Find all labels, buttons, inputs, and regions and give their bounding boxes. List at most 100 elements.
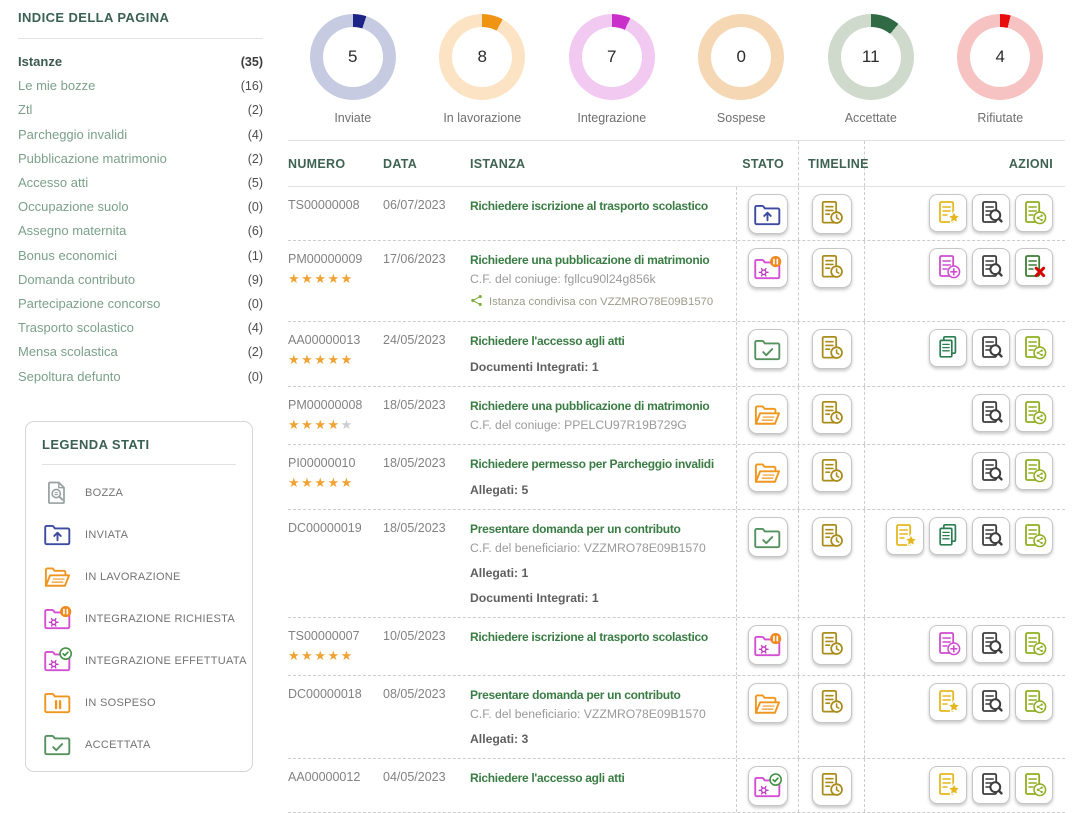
timeline-button[interactable] (811, 248, 852, 288)
action-detail-button[interactable] (972, 248, 1010, 286)
timeline-button[interactable] (811, 329, 852, 369)
numero-cell: DC00000019 (288, 510, 383, 617)
istanza-link[interactable]: Richiedere una pubblicazione di matrimon… (470, 399, 710, 413)
istanza-link[interactable]: Richiedere una pubblicazione di matrimon… (470, 253, 710, 267)
sidebar-item[interactable]: Occupazione suolo (0) (18, 195, 263, 219)
star-filled-icon: ★ (288, 271, 302, 286)
timeline-button[interactable] (811, 194, 852, 234)
legend-item-label: BOZZA (85, 486, 124, 499)
istanza-link[interactable]: Richiedere iscrizione al trasporto scola… (470, 630, 708, 644)
sidebar-item[interactable]: Sepoltura defunto (0) (18, 365, 263, 389)
data-cell: 10/05/2023 (383, 629, 446, 643)
action-duplicate-button[interactable] (929, 329, 967, 367)
istanza-link[interactable]: Richiedere l'accesso agli atti (470, 334, 625, 348)
timeline-button[interactable] (811, 683, 852, 723)
stat-donut[interactable]: 5 Inviate (288, 14, 418, 125)
sidebar-item[interactable]: Mensa scolastica (2) (18, 340, 263, 364)
istanza-link[interactable]: Presentare domanda per un contributo (470, 688, 681, 702)
action-rate-button[interactable] (929, 766, 967, 804)
action-share-button[interactable] (1015, 766, 1053, 804)
action-detail-button[interactable] (972, 766, 1010, 804)
istanza-detail: C.F. del beneficiario: VZZMRO78E09B1570 (470, 707, 706, 721)
legend-item: BOZZA (42, 479, 236, 507)
action-share-button[interactable] (1015, 329, 1053, 367)
timeline-button[interactable] (811, 766, 852, 806)
action-integrate-button[interactable] (929, 625, 967, 663)
action-revoke-share-button[interactable] (1015, 248, 1053, 286)
azioni-cell (865, 187, 1065, 240)
sidebar-item[interactable]: Assegno maternita (6) (18, 219, 263, 243)
istanza-detail: Allegati: 5 (470, 483, 529, 497)
document-magnifier-icon (978, 253, 1004, 282)
document-clock-icon (818, 522, 845, 552)
stat-donut[interactable]: 8 In lavorazione (418, 14, 548, 125)
action-detail-button[interactable] (972, 625, 1010, 663)
integrazione-effettuata-status-icon (747, 766, 788, 806)
istanza-link[interactable]: Presentare domanda per un contributo (470, 522, 681, 536)
action-share-button[interactable] (1015, 517, 1053, 555)
document-clock-icon (818, 457, 845, 487)
sidebar-item[interactable]: Parcheggio invalidi (4) (18, 123, 263, 147)
action-share-button[interactable] (1015, 194, 1053, 232)
istanza-number: PI00000010 (288, 456, 356, 470)
column-header-numero: NUMERO (288, 156, 346, 171)
status-legend-list: BOZZA INVIATA IN LAVORAZIONE INTEGRAZIONE … (42, 479, 246, 759)
document-share-icon (1021, 771, 1047, 800)
timeline-button[interactable] (811, 394, 852, 434)
document-magnifier-icon (978, 688, 1004, 717)
istanza-detail: C.F. del beneficiario: VZZMRO78E09B1570 (470, 541, 706, 555)
action-rate-button[interactable] (929, 194, 967, 232)
istanza-link[interactable]: Richiedere iscrizione al trasporto scola… (470, 199, 708, 213)
action-detail-button[interactable] (972, 329, 1010, 367)
istanza-link[interactable]: Richiedere l'accesso agli atti (470, 771, 625, 785)
sidebar-item[interactable]: Pubblicazione matrimonio (2) (18, 147, 263, 171)
istanza-link[interactable]: Richiedere permesso per Parcheggio inval… (470, 457, 714, 471)
action-share-button[interactable] (1015, 394, 1053, 432)
timeline-button[interactable] (811, 625, 852, 665)
column-header-istanza: ISTANZA (470, 156, 526, 171)
sidebar-item[interactable]: Partecipazione concorso (0) (18, 292, 263, 316)
column-header-stato: STATO (742, 156, 784, 171)
action-detail-button[interactable] (972, 517, 1010, 555)
sidebar-item[interactable]: Istanze (35) (18, 50, 263, 74)
star-filled-icon: ★ (327, 475, 341, 490)
action-rate-button[interactable] (886, 517, 924, 555)
sidebar-item[interactable]: Trasporto scolastico (4) (18, 316, 263, 340)
stat-donut[interactable]: 0 Sospese (677, 14, 807, 125)
sidebar-item[interactable]: Accesso atti (5) (18, 171, 263, 195)
sidebar-item-label: Trasporto scolastico (18, 320, 134, 336)
action-detail-button[interactable] (972, 194, 1010, 232)
table-row: TS00000007 ★★★★★ 10/05/2023 Richiedere iscr… (288, 618, 1065, 676)
timeline-button[interactable] (811, 452, 852, 492)
action-integrate-button[interactable] (929, 248, 967, 286)
stat-donut[interactable]: 4 Rifiutate (936, 14, 1066, 125)
action-share-button[interactable] (1015, 683, 1053, 721)
document-magnifier-icon (978, 522, 1004, 551)
legend-item: INTEGRAZIONE RICHIESTA (42, 605, 236, 633)
star-filled-icon: ★ (327, 417, 341, 432)
action-detail-button[interactable] (972, 683, 1010, 721)
stat-donut[interactable]: 11 Accettate (806, 14, 936, 125)
action-detail-button[interactable] (972, 394, 1010, 432)
istanza-detail: Documenti Integrati: 1 (470, 360, 599, 374)
action-duplicate-button[interactable] (929, 517, 967, 555)
sidebar-item-label: Occupazione suolo (18, 199, 129, 215)
timeline-button[interactable] (811, 517, 852, 557)
sidebar-item[interactable]: Le mie bozze (16) (18, 74, 263, 98)
istanze-table: NUMERO DATA ISTANZA STATO TIMELINE AZIONI TS0… (288, 141, 1065, 813)
divider (18, 38, 263, 39)
action-rate-button[interactable] (929, 683, 967, 721)
stat-donut[interactable]: 7 Integrazione (547, 14, 677, 125)
in-lavorazione-status-icon (747, 394, 788, 434)
in-lavorazione-status-icon (747, 683, 788, 723)
sidebar-item-count: (4) (247, 127, 263, 142)
sidebar-item[interactable]: Bonus economici (1) (18, 244, 263, 268)
sidebar-item[interactable]: Ztl (2) (18, 98, 263, 122)
star-filled-icon: ★ (340, 271, 354, 286)
star-filled-icon: ★ (314, 417, 328, 432)
document-magnifier-icon (978, 399, 1004, 428)
action-share-button[interactable] (1015, 452, 1053, 490)
action-detail-button[interactable] (972, 452, 1010, 490)
action-share-button[interactable] (1015, 625, 1053, 663)
sidebar-item[interactable]: Domanda contributo (9) (18, 268, 263, 292)
